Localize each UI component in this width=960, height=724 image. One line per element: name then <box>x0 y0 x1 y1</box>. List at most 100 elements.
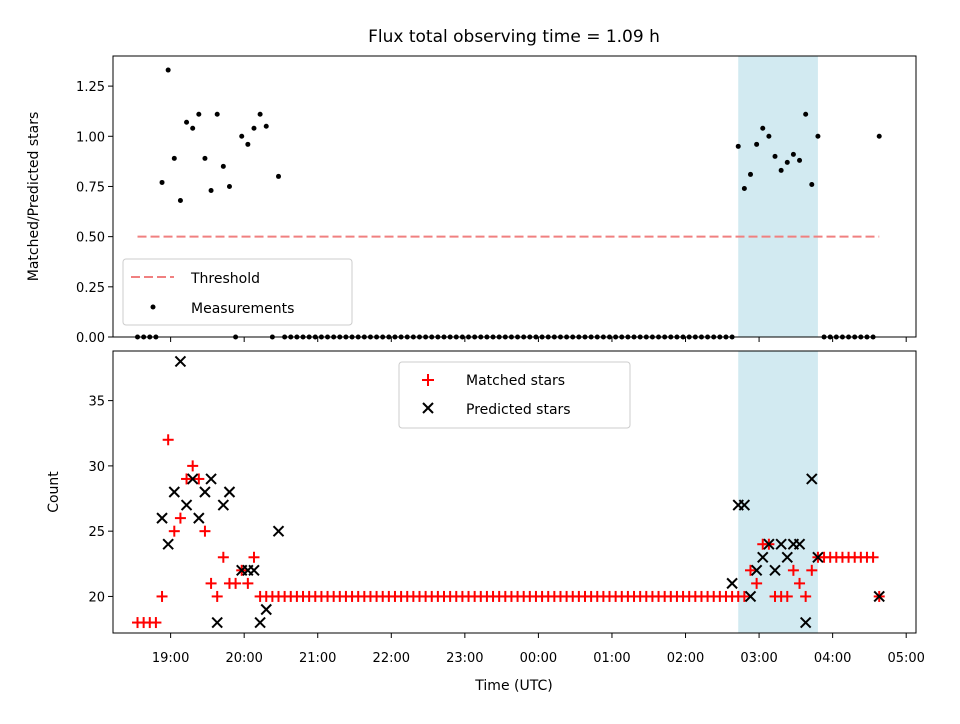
predicted-star-point <box>799 616 812 629</box>
measurement-point <box>251 125 257 131</box>
x-stroke <box>769 564 781 577</box>
predicted-star-point <box>763 538 775 550</box>
measurement-point <box>741 185 747 191</box>
measurement-point <box>226 183 232 189</box>
measurement-point <box>159 179 165 185</box>
x-stroke <box>272 525 285 537</box>
x-tick-label: 23:00 <box>446 651 483 666</box>
top-y-axis-label: Matched/Predicted stars <box>26 112 42 282</box>
predicted-star-point <box>873 590 885 603</box>
predicted-star-point <box>248 564 260 577</box>
x-stroke <box>205 473 217 485</box>
x-stroke <box>254 616 266 629</box>
predicted-star-point <box>750 564 763 577</box>
x-stroke <box>750 564 763 577</box>
x-stroke <box>812 551 824 563</box>
measurement-point <box>735 143 741 149</box>
x-stroke <box>806 473 818 485</box>
matched-star-point <box>187 460 199 472</box>
matched-star-point <box>162 434 174 446</box>
matched-star-point <box>242 577 254 589</box>
measurement-point <box>876 133 882 139</box>
x-stroke <box>757 551 769 563</box>
measurement-point <box>263 123 269 129</box>
measurement-point <box>766 133 772 139</box>
predicted-star-point <box>806 473 818 485</box>
predicted-star-point <box>260 603 272 616</box>
measurement-point <box>165 67 171 73</box>
predicted-star-point <box>793 538 806 550</box>
predicted-star-point <box>205 473 217 485</box>
matched-star-point <box>867 551 879 563</box>
x-stroke <box>174 355 187 368</box>
x-tick-label: 04:00 <box>814 651 851 666</box>
matched-star-point <box>181 473 193 485</box>
x-tick-label: 05:00 <box>887 651 924 666</box>
matched-star-point <box>150 617 162 629</box>
measurement-point <box>760 125 766 131</box>
top-plot-frame <box>112 55 917 338</box>
x-stroke <box>248 564 260 577</box>
bottom-y-axis-label: Count <box>46 471 62 513</box>
matched-star-point <box>217 551 229 563</box>
matched-star-point <box>211 590 223 602</box>
matched-star-point <box>806 564 818 576</box>
x-tick-label: 19:00 <box>152 651 189 666</box>
legend-threshold-label: Threshold <box>190 271 260 287</box>
x-stroke <box>260 603 272 616</box>
matched-star-point <box>174 512 186 524</box>
legend-predicted-swatch <box>422 402 434 414</box>
x-tick-label: 21:00 <box>299 651 336 666</box>
x-stroke <box>193 512 205 524</box>
predicted-star-point <box>738 499 751 511</box>
predicted-star-point <box>272 525 285 537</box>
x-stroke <box>873 590 885 603</box>
predicted-star-point <box>223 486 236 498</box>
predicted-star-point <box>174 355 187 368</box>
measurement-point <box>184 119 190 125</box>
top-highlight-span <box>738 56 818 337</box>
matched-star-point <box>168 525 180 537</box>
x-stroke <box>763 538 775 550</box>
y-tick-label: 1.00 <box>76 130 105 145</box>
predicted-star-point <box>180 499 193 511</box>
measurement-point <box>239 133 245 139</box>
top-y-axis: 0.00 0.25 0.50 0.75 1.00 1.25 <box>76 80 113 346</box>
matched-star-point <box>205 577 217 589</box>
x-tick-label: 20:00 <box>225 651 262 666</box>
y-tick-label: 0.50 <box>76 231 105 246</box>
measurement-point <box>177 198 183 204</box>
y-tick-label: 1.25 <box>76 80 105 95</box>
matched-star-point <box>744 564 756 576</box>
matched-star-point <box>248 551 260 563</box>
y-tick-label: 20 <box>88 590 105 605</box>
x-axis-label: Time (UTC) <box>474 678 552 694</box>
y-tick-label: 30 <box>88 460 105 475</box>
predicted-star-point <box>193 512 205 524</box>
predicted-star-point <box>199 486 211 498</box>
x-stroke <box>199 486 211 498</box>
x-stroke <box>799 616 812 629</box>
predicted-star-point <box>775 538 787 550</box>
x-stroke <box>738 499 751 511</box>
x-stroke <box>223 486 236 498</box>
measurement-point <box>190 125 196 131</box>
x-tick-label: 22:00 <box>373 651 410 666</box>
predicted-star-point <box>168 486 181 498</box>
predicted-star-point <box>812 551 824 563</box>
x-stroke <box>793 538 806 550</box>
measurement-point <box>797 157 803 163</box>
top-legend-box <box>122 258 353 326</box>
bottom-y-axis: 20 25 30 35 <box>88 395 113 605</box>
predicted-star-point <box>757 551 769 563</box>
measurement-point <box>809 181 815 187</box>
bottom-highlight-span <box>738 351 818 633</box>
legend-predicted-label: Predicted stars <box>466 402 571 418</box>
x-tick-label: 00:00 <box>520 651 557 666</box>
measurement-point <box>815 133 821 139</box>
measurement-point <box>257 111 263 117</box>
bottom-panel: 20 25 30 35 19:00 20:00 21:00 22:00 23:00 00:00 0… <box>46 350 925 694</box>
x-stroke <box>744 590 757 603</box>
x-stroke <box>217 499 230 511</box>
